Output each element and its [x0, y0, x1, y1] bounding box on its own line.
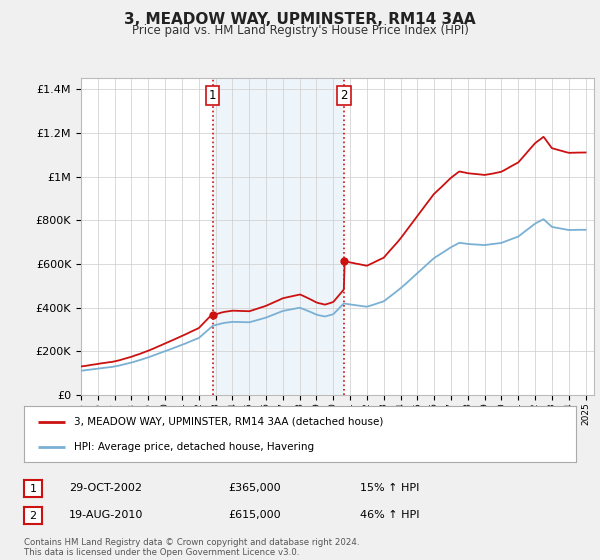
Bar	[212, 78, 344, 395]
Text: 46% ↑ HPI: 46% ↑ HPI	[360, 510, 419, 520]
Text: £615,000: £615,000	[228, 510, 281, 520]
Text: 1: 1	[29, 484, 37, 494]
Text: 3, MEADOW WAY, UPMINSTER, RM14 3AA: 3, MEADOW WAY, UPMINSTER, RM14 3AA	[124, 12, 476, 27]
Text: 1: 1	[209, 90, 217, 102]
Text: Contains HM Land Registry data © Crown copyright and database right 2024.
This d: Contains HM Land Registry data © Crown c…	[24, 538, 359, 557]
Text: 2: 2	[29, 511, 37, 521]
Text: 2: 2	[340, 90, 347, 102]
Text: £365,000: £365,000	[228, 483, 281, 493]
Text: 3, MEADOW WAY, UPMINSTER, RM14 3AA (detached house): 3, MEADOW WAY, UPMINSTER, RM14 3AA (deta…	[74, 417, 383, 427]
Text: HPI: Average price, detached house, Havering: HPI: Average price, detached house, Have…	[74, 442, 314, 452]
Text: 15% ↑ HPI: 15% ↑ HPI	[360, 483, 419, 493]
Text: 19-AUG-2010: 19-AUG-2010	[69, 510, 143, 520]
Text: Price paid vs. HM Land Registry's House Price Index (HPI): Price paid vs. HM Land Registry's House …	[131, 24, 469, 37]
Text: 29-OCT-2002: 29-OCT-2002	[69, 483, 142, 493]
